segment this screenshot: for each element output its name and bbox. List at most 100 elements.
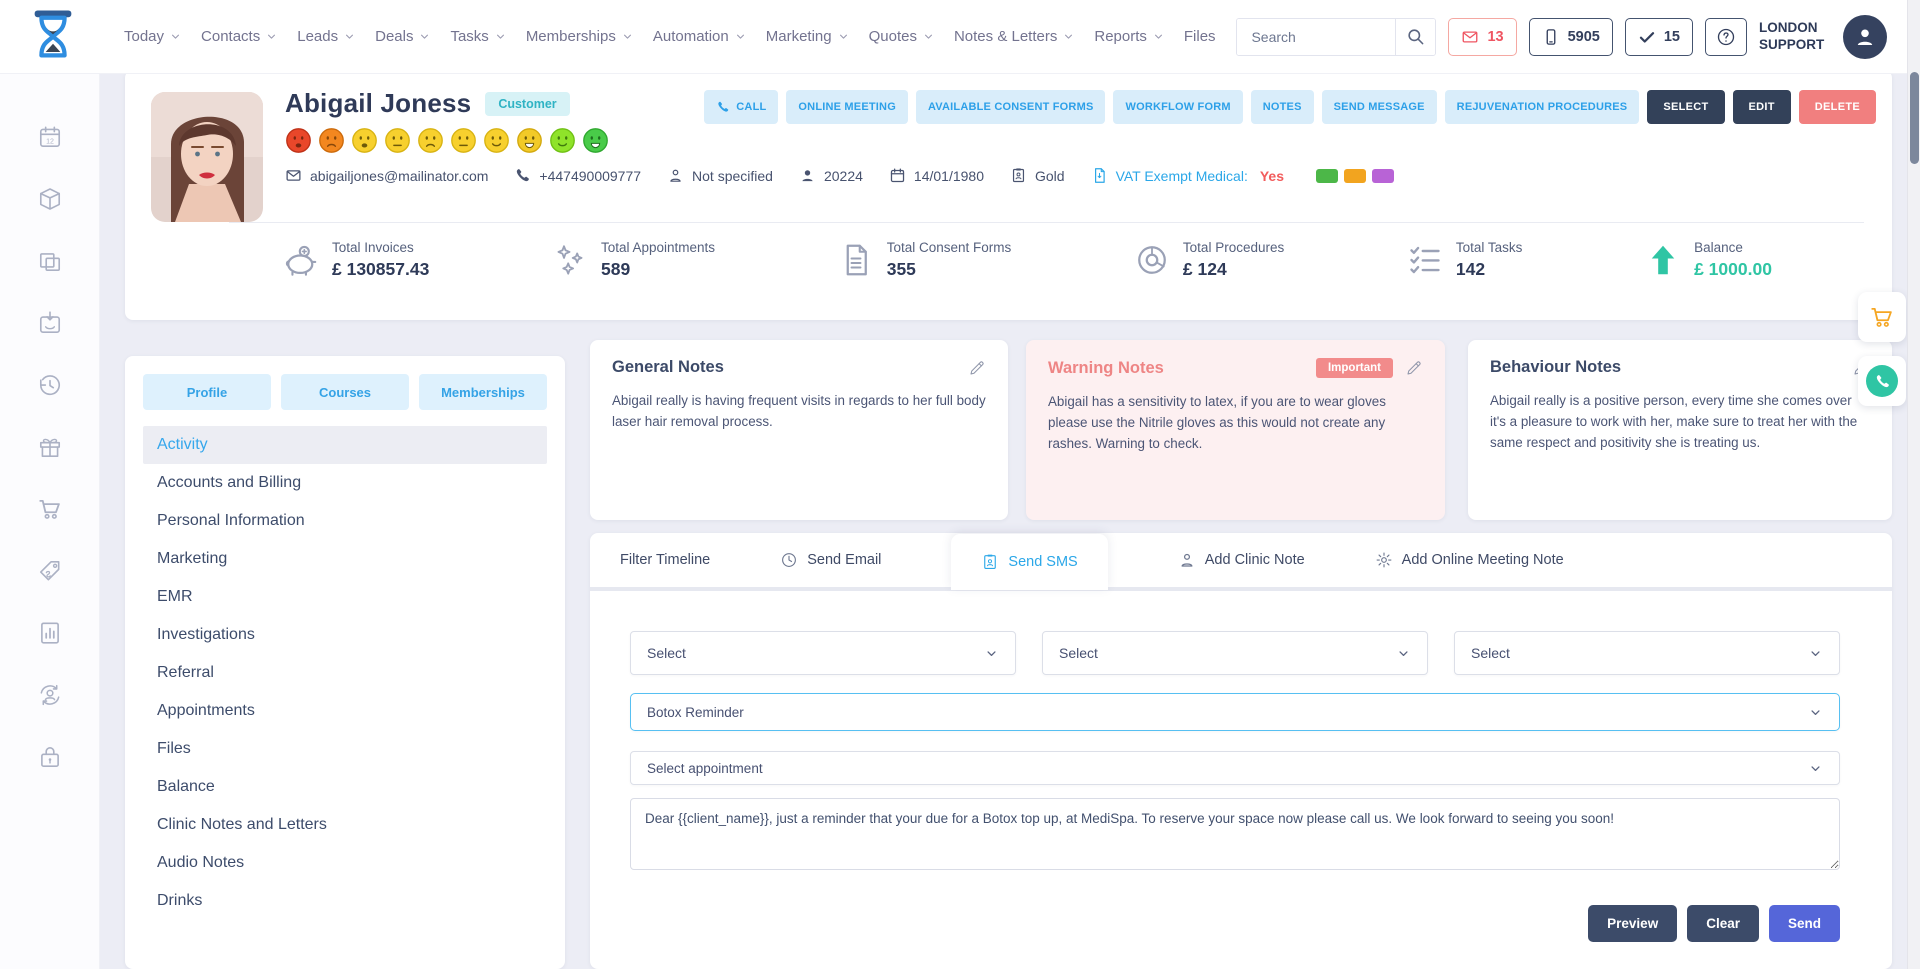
profile-menu-item[interactable]: Personal Information <box>143 502 547 540</box>
action-button[interactable]: CALL <box>704 90 779 124</box>
profile-tab[interactable]: Courses <box>281 374 409 410</box>
manage-button[interactable]: SELECT <box>1647 90 1725 124</box>
send-button[interactable]: Send <box>1768 905 1840 942</box>
nav-item-label: Today <box>124 28 165 45</box>
color-tag[interactable] <box>1315 168 1338 183</box>
nav-item[interactable]: Notes & Letters <box>954 28 1075 45</box>
counter-badge[interactable]: 13 <box>1448 17 1517 56</box>
mood-emoji-icon[interactable] <box>351 127 378 154</box>
nav-item[interactable]: Today <box>124 28 182 45</box>
search-button[interactable] <box>1395 18 1436 55</box>
sidebar-icon[interactable] <box>37 434 63 460</box>
appointment-select[interactable]: Select appointment <box>630 751 1840 785</box>
mood-emoji-icon[interactable] <box>582 127 609 154</box>
sidebar-icon[interactable] <box>37 248 63 274</box>
nav-item-label: Tasks <box>450 28 489 45</box>
profile-tab[interactable]: Memberships <box>419 374 547 410</box>
timeline-tab[interactable]: Send Email <box>780 551 881 569</box>
page-scrollbar[interactable] <box>1907 0 1920 969</box>
profile-menu-item[interactable]: Appointments <box>143 692 547 730</box>
customer-type-badge: Customer <box>485 91 570 116</box>
action-button[interactable]: AVAILABLE CONSENT FORMS <box>915 90 1106 124</box>
profile-menu-label: Balance <box>157 778 215 795</box>
sms-template-select[interactable]: Botox Reminder <box>630 693 1840 731</box>
profile-menu-item[interactable]: Referral <box>143 654 547 692</box>
timeline-tab[interactable]: Send SMS <box>951 534 1108 590</box>
mood-emoji-icon[interactable] <box>318 127 345 154</box>
counter-value: 15 <box>1663 28 1680 45</box>
preview-button[interactable]: Preview <box>1588 905 1678 942</box>
sidebar-icon[interactable] <box>37 186 63 212</box>
profile-menu-item[interactable]: Marketing <box>143 540 547 578</box>
filter-select[interactable]: Select <box>1042 631 1428 675</box>
profile-menu-item[interactable]: Audio Notes <box>143 844 547 882</box>
action-button[interactable]: NOTES <box>1250 90 1314 124</box>
mood-emoji-icon[interactable] <box>384 127 411 154</box>
scrollbar-thumb[interactable] <box>1910 72 1919 164</box>
profile-menu-item[interactable]: Files <box>143 730 547 768</box>
mood-emoji-icon[interactable] <box>483 127 510 154</box>
color-tag[interactable] <box>1343 168 1366 183</box>
timeline-tab-label: Filter Timeline <box>620 552 711 568</box>
cart-fab-button[interactable] <box>1858 292 1906 342</box>
edit-pencil-icon[interactable] <box>1405 359 1423 377</box>
color-tag[interactable] <box>1371 168 1394 183</box>
sms-message-input[interactable]: Dear {{client_name}}, just a reminder th… <box>630 798 1840 870</box>
nav-item[interactable]: Memberships <box>526 28 634 45</box>
profile-menu-item[interactable]: EMR <box>143 578 547 616</box>
profile-menu-item[interactable]: Balance <box>143 768 547 806</box>
counter-badge[interactable]: 5905 <box>1528 17 1613 56</box>
svg-text:12: 12 <box>46 138 54 145</box>
filter-select[interactable]: Select <box>1454 631 1840 675</box>
nav-item[interactable]: Contacts <box>201 28 278 45</box>
profile-menu-item[interactable]: Accounts and Billing <box>143 464 547 502</box>
sidebar-icon[interactable] <box>37 496 63 522</box>
profile-menu-item[interactable]: Drinks <box>143 882 547 920</box>
clear-button[interactable]: Clear <box>1687 905 1759 942</box>
mood-emoji-icon[interactable] <box>450 127 477 154</box>
help-button[interactable] <box>1705 17 1747 56</box>
sidebar-icon[interactable] <box>37 744 63 770</box>
mood-emoji-icon[interactable] <box>417 127 444 154</box>
filter-select[interactable]: Select <box>630 631 1016 675</box>
nav-item[interactable]: Deals <box>375 28 431 45</box>
nav-item[interactable]: Automation <box>653 28 747 45</box>
sidebar-icon[interactable]: 12 <box>37 124 63 150</box>
search-input[interactable] <box>1237 18 1396 55</box>
action-button[interactable]: REJUVENATION PROCEDURES <box>1444 90 1640 124</box>
profile-menu-item[interactable]: Clinic Notes and Letters <box>143 806 547 844</box>
action-button[interactable]: WORKFLOW FORM <box>1113 90 1243 124</box>
sidebar-icon[interactable] <box>37 310 63 336</box>
profile-tab[interactable]: Profile <box>143 374 271 410</box>
nav-item[interactable]: Marketing <box>766 28 850 45</box>
nav-item[interactable]: Tasks <box>450 28 506 45</box>
counter-badge[interactable]: 15 <box>1624 17 1693 56</box>
timeline-tab[interactable]: Add Clinic Note <box>1178 551 1305 569</box>
action-button[interactable]: SEND MESSAGE <box>1321 90 1437 124</box>
whatsapp-fab-button[interactable] <box>1858 356 1906 406</box>
mood-emoji-icon[interactable] <box>285 127 312 154</box>
nav-item[interactable]: Files <box>1184 28 1216 45</box>
sidebar-icon[interactable] <box>37 682 63 708</box>
profile-menu-label: Files <box>157 740 191 757</box>
mood-emoji-icon[interactable] <box>549 127 576 154</box>
timeline-tab[interactable]: Filter Timeline <box>620 552 710 568</box>
customer-header-card: Abigail Joness Customer abigailjones@mai… <box>125 70 1892 320</box>
action-button[interactable]: ONLINE MEETING <box>786 90 908 124</box>
behaviour-notes-text: Abigail really is a positive person, eve… <box>1490 393 1858 451</box>
nav-item[interactable]: Reports <box>1094 28 1165 45</box>
manage-button[interactable]: DELETE <box>1798 90 1876 124</box>
sidebar-icon[interactable] <box>37 620 63 646</box>
mood-emoji-icon[interactable] <box>516 127 543 154</box>
edit-pencil-icon[interactable] <box>968 359 986 377</box>
timeline-tab[interactable]: Add Online Meeting Note <box>1375 551 1564 569</box>
sidebar-icon[interactable] <box>37 372 63 398</box>
sidebar-icon[interactable] <box>37 558 63 584</box>
app-logo-icon[interactable] <box>28 9 78 65</box>
profile-menu-item[interactable]: Investigations <box>143 616 547 654</box>
avatar[interactable] <box>1843 14 1887 59</box>
nav-item[interactable]: Quotes <box>869 28 935 45</box>
profile-menu-item[interactable]: Activity <box>143 426 547 464</box>
manage-button[interactable]: EDIT <box>1732 90 1791 124</box>
nav-item[interactable]: Leads <box>297 28 356 45</box>
